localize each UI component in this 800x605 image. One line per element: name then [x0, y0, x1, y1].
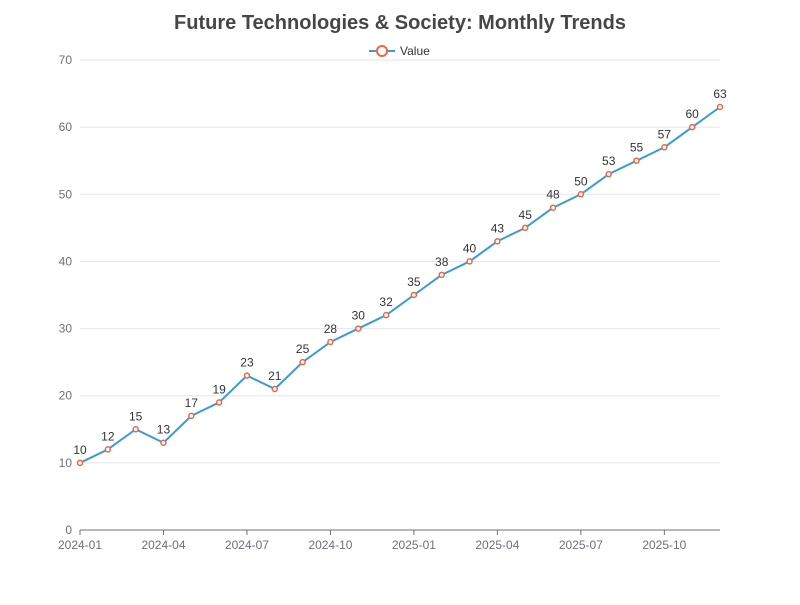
- x-tick-label: 2024-07: [225, 538, 269, 552]
- y-tick-label: 20: [59, 389, 73, 403]
- data-point: [132, 426, 139, 433]
- data-label: 40: [463, 241, 477, 255]
- y-tick-label: 70: [59, 53, 73, 67]
- data-point: [327, 338, 334, 346]
- series-value: [76, 103, 724, 467]
- x-tick-label: 2024-04: [141, 538, 185, 552]
- data-point: [688, 123, 696, 131]
- data-label: 25: [296, 342, 310, 356]
- data-point: [466, 258, 473, 265]
- data-label: 57: [658, 127, 672, 141]
- x-axis: 2024-01 2024-04 2024-07 2024-10 2025-01 2025-…: [58, 529, 720, 552]
- x-tick-label: 2024-01: [58, 538, 102, 552]
- data-label: 35: [407, 275, 421, 289]
- data-point: [188, 412, 195, 420]
- data-point: [438, 271, 445, 279]
- data-label: 32: [379, 295, 393, 309]
- y-tick-label: 30: [59, 322, 73, 336]
- y-tick-label: 50: [59, 187, 73, 201]
- data-point: [243, 372, 251, 379]
- data-label: 63: [713, 87, 727, 101]
- data-label: 13: [157, 423, 171, 437]
- data-point: [382, 311, 390, 319]
- data-point: [577, 191, 585, 198]
- data-label: 60: [685, 107, 699, 121]
- x-tick-label: 2025-07: [559, 538, 603, 552]
- data-label: 38: [435, 255, 449, 269]
- x-tick-label: 2025-01: [392, 538, 436, 552]
- data-point: [605, 170, 612, 178]
- data-point: [410, 291, 418, 299]
- data-point: [355, 325, 362, 332]
- x-tick-label: 2025-10: [642, 538, 686, 552]
- grid: [80, 59, 720, 464]
- x-tick-label: 2025-04: [475, 538, 519, 552]
- data-label: 45: [519, 208, 533, 222]
- data-label: 48: [546, 188, 560, 202]
- data-point: [661, 144, 668, 151]
- data-label: 15: [129, 409, 143, 423]
- chart-title: Future Technologies & Society: Monthly T…: [174, 12, 626, 34]
- data-label: 19: [212, 382, 226, 396]
- data-labels: 10 12 15 13 17 19 23 21 25 28 30 32 35 38 40 43 45 48 50 53…: [73, 87, 727, 457]
- y-tick-label: 60: [59, 120, 73, 134]
- data-label: 21: [268, 369, 282, 383]
- data-point: [521, 224, 529, 232]
- data-point: [549, 204, 557, 211]
- data-label: 23: [240, 356, 254, 370]
- y-tick-label: 0: [65, 523, 72, 537]
- series-line: [79, 106, 721, 464]
- data-point: [299, 358, 306, 366]
- data-point: [271, 385, 279, 393]
- data-point: [160, 439, 167, 446]
- y-axis: 0 10 20 30 40 50 60 70: [59, 53, 73, 537]
- data-point: [633, 157, 640, 164]
- y-tick-label: 40: [59, 254, 73, 268]
- data-point: [716, 103, 724, 111]
- data-point: [76, 459, 84, 467]
- data-label: 28: [324, 322, 338, 336]
- data-label: 30: [352, 309, 366, 323]
- data-point: [104, 446, 112, 453]
- legend[interactable]: Value: [369, 44, 430, 58]
- y-tick-label: 10: [59, 456, 73, 470]
- data-label: 53: [602, 154, 616, 168]
- x-tick-label: 2024-10: [308, 538, 352, 552]
- legend-marker-icon: [376, 45, 388, 57]
- data-label: 50: [574, 174, 588, 188]
- data-point: [215, 399, 223, 406]
- data-label: 10: [73, 443, 87, 457]
- data-label: 43: [491, 221, 505, 235]
- legend-label: Value: [400, 44, 430, 58]
- data-label: 17: [185, 396, 199, 410]
- data-label: 12: [101, 429, 115, 443]
- data-point: [494, 238, 501, 245]
- data-label: 55: [630, 141, 644, 155]
